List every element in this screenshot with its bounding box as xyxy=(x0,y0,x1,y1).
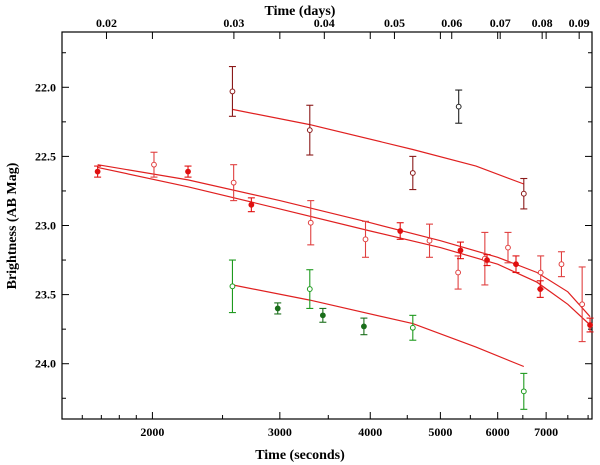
x-tick-label: 3000 xyxy=(268,425,292,439)
x-tick-label: 5000 xyxy=(428,425,452,439)
data-points xyxy=(94,66,594,410)
x-tick-label: 7000 xyxy=(534,425,558,439)
y-tick-label: 23.5 xyxy=(35,288,56,302)
data-point-filled xyxy=(185,168,191,175)
fit-line xyxy=(232,284,525,368)
x2-tick-label: 0.06 xyxy=(441,16,462,30)
data-point-filled xyxy=(397,228,404,234)
data-point-open xyxy=(409,170,416,176)
y-tick-label: 23.0 xyxy=(35,219,56,233)
x-tick-label: 4000 xyxy=(358,425,382,439)
x-tick-label: 2000 xyxy=(140,425,164,439)
data-point-filled xyxy=(484,257,490,263)
y-tick-label: 24.0 xyxy=(35,357,56,371)
x2-tick-label: 0.04 xyxy=(314,16,335,30)
data-point-filled xyxy=(587,322,593,328)
data-point-open xyxy=(426,237,433,244)
fit-line xyxy=(97,164,591,318)
data-point-open xyxy=(520,388,527,395)
x2-axis-title: Time (days) xyxy=(265,4,336,19)
y-tick-label: 22.0 xyxy=(35,80,56,94)
data-point-open xyxy=(362,236,369,243)
fit-lines xyxy=(97,108,591,368)
data-point-filled xyxy=(537,286,544,292)
tick-labels: 2000 3000 4000 5000 6000 7000 0.02 0.03 0.04 0.05… xyxy=(35,16,590,439)
x-axis-title: Time (seconds) xyxy=(255,448,345,463)
data-point-open xyxy=(505,244,511,251)
fit-line xyxy=(97,166,591,326)
data-point-filled xyxy=(248,201,255,208)
y-tick-label: 22.5 xyxy=(35,149,56,163)
data-point-open xyxy=(409,324,416,331)
data-point-filled xyxy=(319,312,326,319)
data-point-open xyxy=(230,179,237,186)
data-point-open xyxy=(455,269,462,276)
data-point-filled xyxy=(457,247,464,254)
data-point-open xyxy=(558,261,565,268)
data-point-filled xyxy=(513,261,519,268)
data-point-open xyxy=(579,301,586,308)
x2-tick-label: 0.03 xyxy=(223,16,244,30)
x2-tick-label: 0.08 xyxy=(532,16,553,30)
axis-ticks xyxy=(61,32,592,419)
y-axis-title: Brightness (AB Mag) xyxy=(5,162,20,289)
data-point-open xyxy=(151,161,157,168)
data-point-filled xyxy=(94,168,101,175)
data-point-open xyxy=(307,219,314,226)
x-tick-label: 6000 xyxy=(486,425,510,439)
data-point-open xyxy=(520,190,527,197)
x2-tick-label: 0.05 xyxy=(384,16,405,30)
data-point-open xyxy=(306,286,313,292)
x2-tick-label: 0.07 xyxy=(490,16,511,30)
data-point-open xyxy=(229,88,236,95)
data-point-open xyxy=(537,269,544,276)
data-point-open xyxy=(306,127,313,134)
x2-tick-label: 0.09 xyxy=(569,16,590,30)
fit-line xyxy=(232,108,525,185)
data-point-filled xyxy=(361,323,367,330)
x2-tick-label: 0.02 xyxy=(96,16,117,30)
data-point-filled xyxy=(274,305,281,312)
data-point-open xyxy=(229,283,236,290)
plot-area-frame xyxy=(61,31,593,420)
data-point-open xyxy=(455,103,462,110)
